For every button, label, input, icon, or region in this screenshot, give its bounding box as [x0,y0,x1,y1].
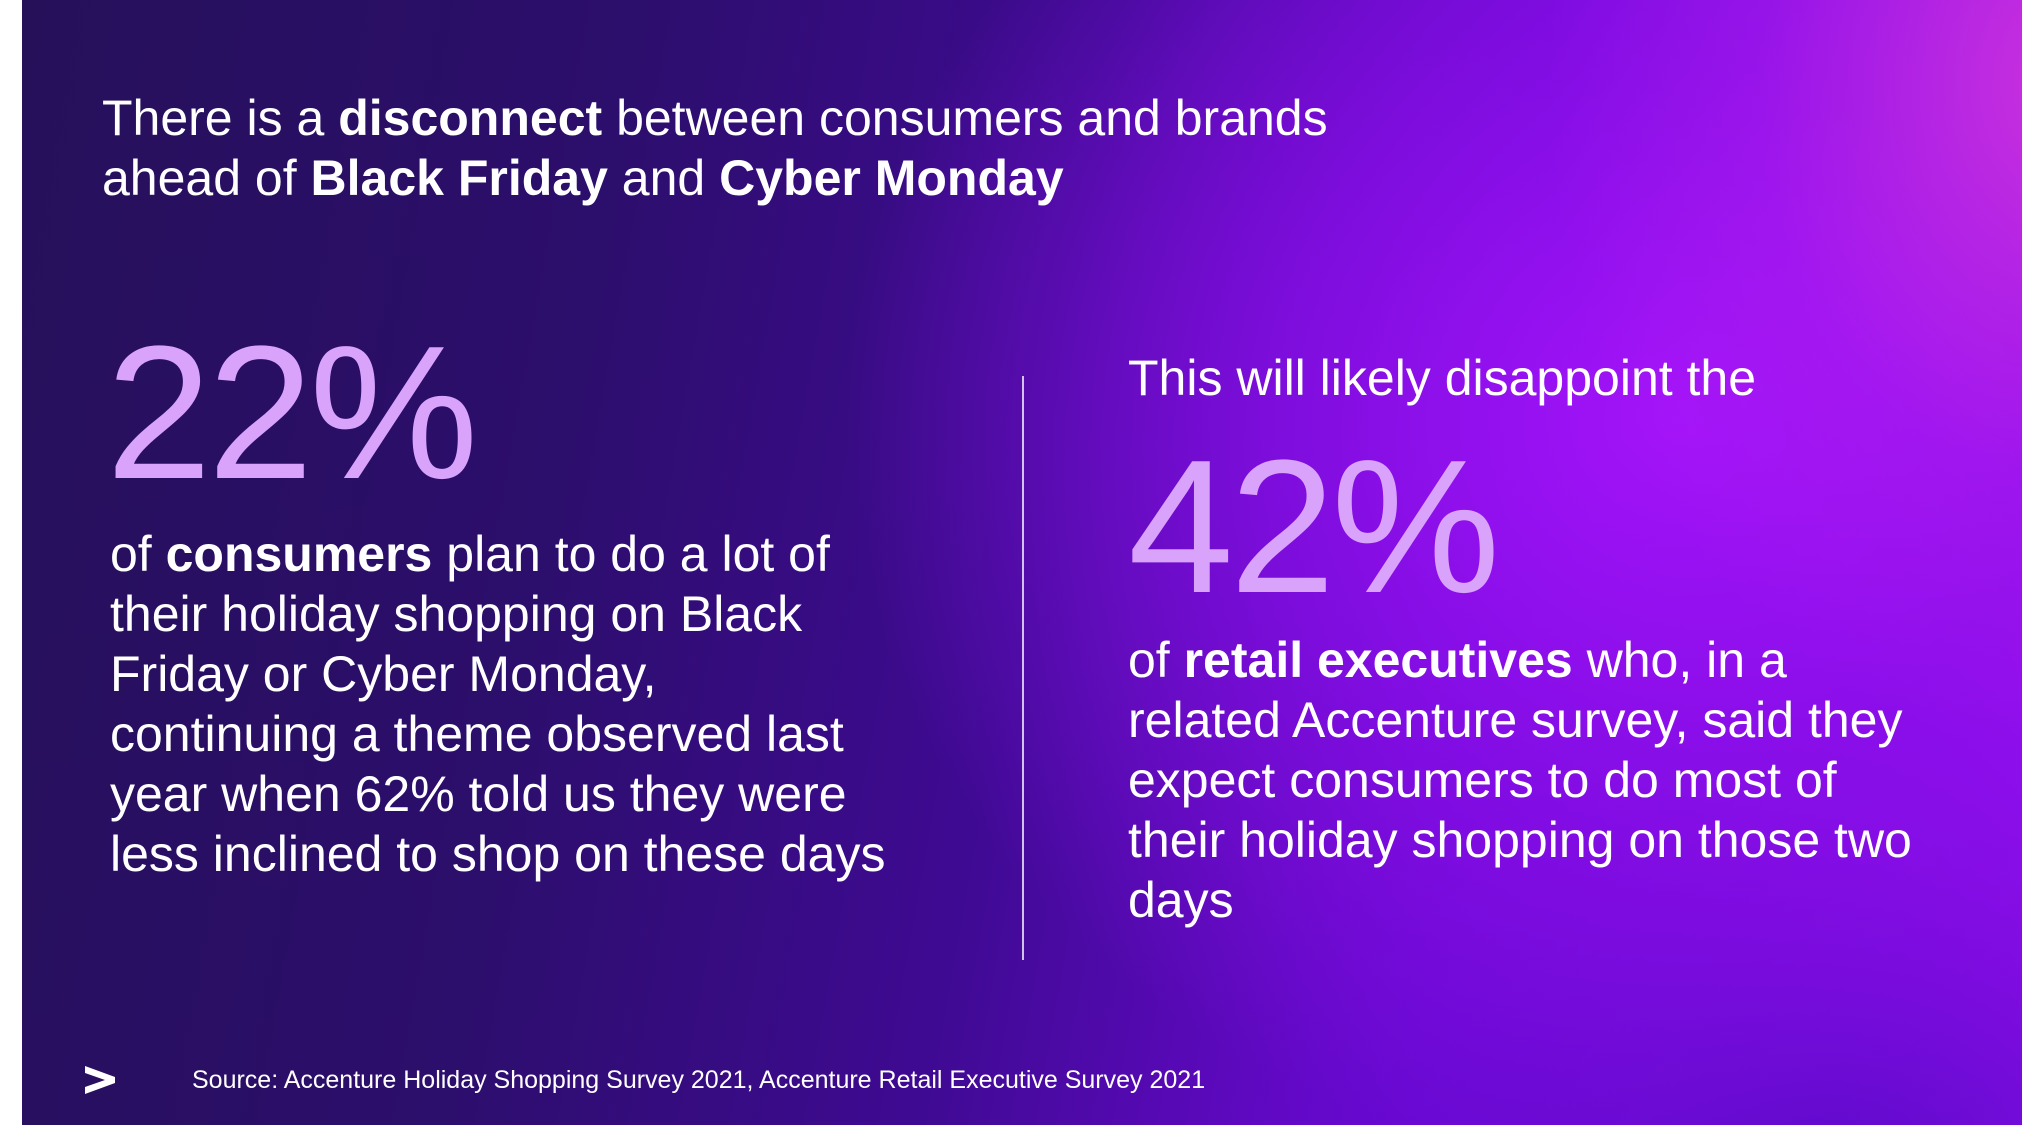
column-divider [1022,376,1024,960]
consumers-emphasis: consumers [165,526,433,582]
executives-description: of retail executives who, in a related A… [1128,630,1928,930]
consumers-description: of consumers plan to do a lot of their h… [110,524,890,884]
source-citation: Source: Accenture Holiday Shopping Surve… [192,1066,1206,1094]
title-text: and [607,150,720,206]
accenture-chevron-icon [85,1066,115,1094]
slide: There is a disconnect between consumers … [22,0,2022,1125]
executives-text-pre: of [1128,632,1184,688]
consumers-percent: 22% [106,307,478,519]
consumers-text-post: plan to do a lot of their holiday shoppi… [110,526,886,882]
title-text: ahead of [102,150,311,206]
executives-percent: 42% [1128,421,1500,633]
consumers-text-pre: of [110,526,166,582]
title-emphasis-black-friday: Black Friday [310,150,608,206]
executives-lead-in: This will likely disappoint the [1128,350,1757,406]
title-text: between consumers and brands [602,90,1328,146]
title-emphasis-cyber-monday: Cyber Monday [719,150,1064,206]
executives-text-post: who, in a related Accenture survey, said… [1128,632,1912,928]
slide-title: There is a disconnect between consumers … [102,88,1502,208]
title-emphasis-disconnect: disconnect [338,90,603,146]
executives-emphasis: retail executives [1183,632,1573,688]
title-text: There is a [102,90,339,146]
